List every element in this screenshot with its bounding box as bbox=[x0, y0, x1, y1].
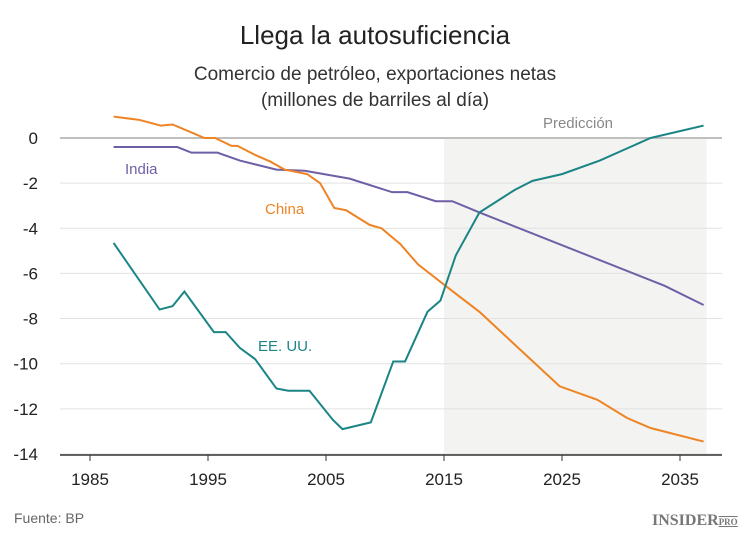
y-tick-label: -12 bbox=[13, 400, 38, 419]
series-line-eeuu bbox=[112, 124, 704, 431]
series-line-india bbox=[113, 146, 705, 306]
x-tick-label: 2015 bbox=[425, 470, 463, 489]
series-label: EE. UU. bbox=[258, 338, 312, 355]
prediction-region bbox=[444, 139, 707, 454]
series-label: China bbox=[265, 201, 305, 218]
x-tick-label: 2035 bbox=[661, 470, 699, 489]
x-tick-label: 2025 bbox=[543, 470, 581, 489]
source-note: Fuente: BP bbox=[14, 510, 85, 526]
y-tick-label: -14 bbox=[13, 445, 38, 464]
y-tick-label: -10 bbox=[13, 355, 38, 374]
insider-pro-logo: INSIDERPRO bbox=[652, 512, 738, 529]
x-tick-label: 1995 bbox=[189, 470, 227, 489]
series-line-china bbox=[113, 115, 704, 443]
y-tick-label: -2 bbox=[23, 174, 38, 193]
series-label: India bbox=[125, 161, 158, 178]
x-tick-label: 1985 bbox=[71, 470, 109, 489]
y-tick-label: -4 bbox=[23, 219, 38, 238]
y-tick-label: -6 bbox=[23, 264, 38, 283]
chart-title: Llega la autosuficiencia bbox=[239, 20, 511, 50]
x-tick-label: 2005 bbox=[307, 470, 345, 489]
chart-subtitle-units: (millones de barriles al día) bbox=[260, 90, 490, 111]
y-tick-label: 0 bbox=[29, 129, 38, 148]
y-tick-label: -8 bbox=[23, 310, 38, 329]
prediction-label: Predicción bbox=[543, 115, 613, 132]
chart-subtitle: Comercio de petróleo, exportaciones neta… bbox=[193, 64, 557, 85]
